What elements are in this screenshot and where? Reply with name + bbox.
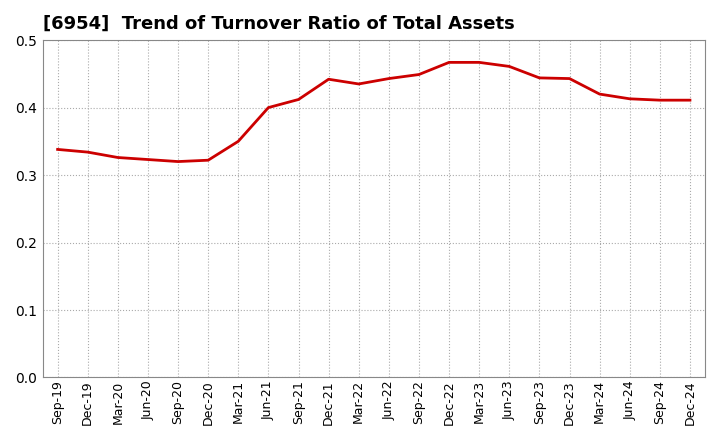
- Text: [6954]  Trend of Turnover Ratio of Total Assets: [6954] Trend of Turnover Ratio of Total …: [42, 15, 514, 33]
